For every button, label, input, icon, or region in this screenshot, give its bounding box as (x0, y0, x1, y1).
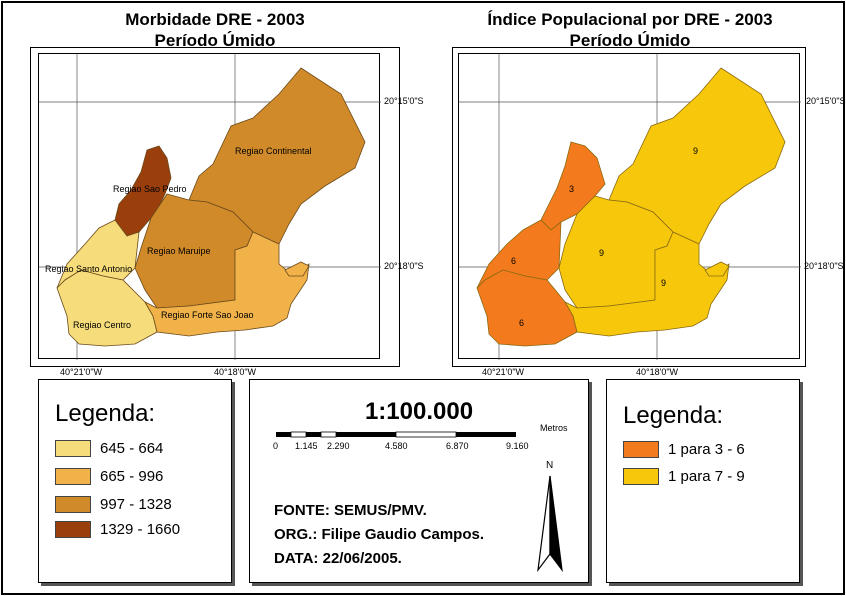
legend-right-title: Legenda: (623, 402, 724, 429)
left-coord-top: 20°15'0"S (384, 96, 424, 106)
scale-segment (336, 432, 396, 437)
scale-tick: 6.870 (446, 441, 469, 451)
left-map-title-line1: Morbidade DRE - 2003 (125, 10, 305, 29)
scale-tick: 1.145 (295, 441, 318, 451)
legend-left-item: 1329 - 1660 (55, 521, 180, 538)
scale-segment (320, 431, 337, 438)
right-map-title-line2: Período Úmido (569, 31, 691, 50)
legend-right-panel: Legenda: 1 para 3 - 6 1 para 7 - 9 (606, 379, 800, 583)
region-forte-sao-joao (143, 231, 310, 337)
legend-label: 997 - 1328 (100, 496, 172, 513)
legend-swatch (623, 441, 659, 458)
label-santo-antonio: Regiao Santo Antonio (45, 264, 132, 274)
region-r-centro (476, 269, 578, 347)
scale-tick: 9.160 (506, 441, 529, 451)
scale-tick: 4.580 (385, 441, 408, 451)
left-map-svg: Regiao Continental Regiao Sao Pedro Regi… (39, 54, 381, 360)
legend-label: 665 - 996 (100, 468, 164, 485)
legend-label: 1 para 3 - 6 (668, 441, 745, 458)
right-map-title: Índice Populacional por DRE - 2003 Perío… (440, 9, 820, 51)
scale-segment (395, 431, 457, 438)
legend-swatch (623, 468, 659, 485)
legend-right-item: 1 para 3 - 6 (623, 441, 745, 458)
label-continental: Regiao Continental (235, 146, 312, 156)
source-text: FONTE: SEMUS/PMV. (274, 502, 427, 519)
scale-bar (276, 431, 516, 438)
legend-swatch (55, 440, 91, 457)
right-map-area: 9 3 9 6 9 6 (458, 53, 801, 360)
legend-swatch (55, 521, 91, 538)
scale-segment (276, 432, 291, 437)
label-r-sao-pedro: 3 (569, 184, 574, 194)
right-map-svg: 9 3 9 6 9 6 (459, 54, 801, 360)
right-coord-right: 40°18'0"W (636, 367, 679, 377)
left-coord-left: 40°21'0"W (60, 367, 103, 377)
left-coord-right: 40°18'0"W (214, 367, 257, 377)
legend-left-item: 997 - 1328 (55, 496, 172, 513)
label-forte-sao-joao: Regiao Forte Sao Joao (161, 310, 254, 320)
north-label: N (546, 460, 554, 471)
legend-label: 1 para 7 - 9 (668, 468, 745, 485)
label-r-maruipe: 9 (599, 248, 604, 258)
label-maruipe: Regiao Maruipe (147, 246, 211, 256)
legend-label: 645 - 664 (100, 440, 164, 457)
legend-label: 1329 - 1660 (100, 521, 181, 538)
legend-swatch (55, 496, 91, 513)
legend-left-item: 665 - 996 (55, 468, 163, 485)
scale-unit: Metros (540, 423, 568, 433)
right-coord-mid: 20°18'0"S (804, 261, 844, 271)
right-coord-top: 20°15'0"S (806, 96, 846, 106)
date-text: DATA: 22/06/2005. (274, 550, 402, 567)
region-sao-pedro (114, 145, 172, 237)
scale-text: 1:100.000 (364, 398, 474, 425)
label-r-forte-sao-joao: 9 (661, 278, 666, 288)
legend-left-title: Legenda: (55, 400, 156, 427)
left-map-title: Morbidade DRE - 2003 Período Úmido (30, 9, 400, 51)
scale-segment (306, 432, 321, 437)
region-r-sao-pedro (540, 141, 606, 231)
legend-left-panel: Legenda: 645 - 664 665 - 996 997 - 1328 … (38, 379, 232, 583)
legend-swatch (55, 468, 91, 485)
island (704, 261, 730, 277)
legend-right-item: 1 para 7 - 9 (623, 468, 745, 485)
scale-tick: 2.290 (327, 441, 350, 451)
scale-segment (290, 431, 307, 438)
left-coord-mid: 20°18'0"S (384, 261, 424, 271)
right-coord-left: 40°21'0"W (482, 367, 525, 377)
left-map-title-line2: Período Úmido (154, 31, 276, 50)
label-sao-pedro: Regiao Sao Pedro (113, 184, 187, 194)
legend-left-item: 645 - 664 (55, 440, 163, 457)
scale-segment (456, 432, 516, 437)
right-map-title-line1: Índice Populacional por DRE - 2003 (487, 10, 773, 29)
left-map-area: Regiao Continental Regiao Sao Pedro Regi… (38, 53, 381, 360)
label-centro: Regiao Centro (73, 320, 131, 330)
label-r-santo-antonio: 6 (511, 256, 516, 266)
label-r-continental: 9 (693, 146, 698, 156)
region-r-forte-sao-joao (563, 231, 730, 337)
organizer-text: ORG.: Filipe Gaudio Campos. (274, 526, 485, 543)
island (284, 261, 310, 277)
north-arrow-icon (537, 475, 563, 573)
scale-tick: 0 (273, 441, 279, 451)
scale-panel: 1:100.000 Metros 0 1.145 2.290 4.580 6.8… (249, 379, 589, 583)
label-r-centro: 6 (519, 318, 524, 328)
